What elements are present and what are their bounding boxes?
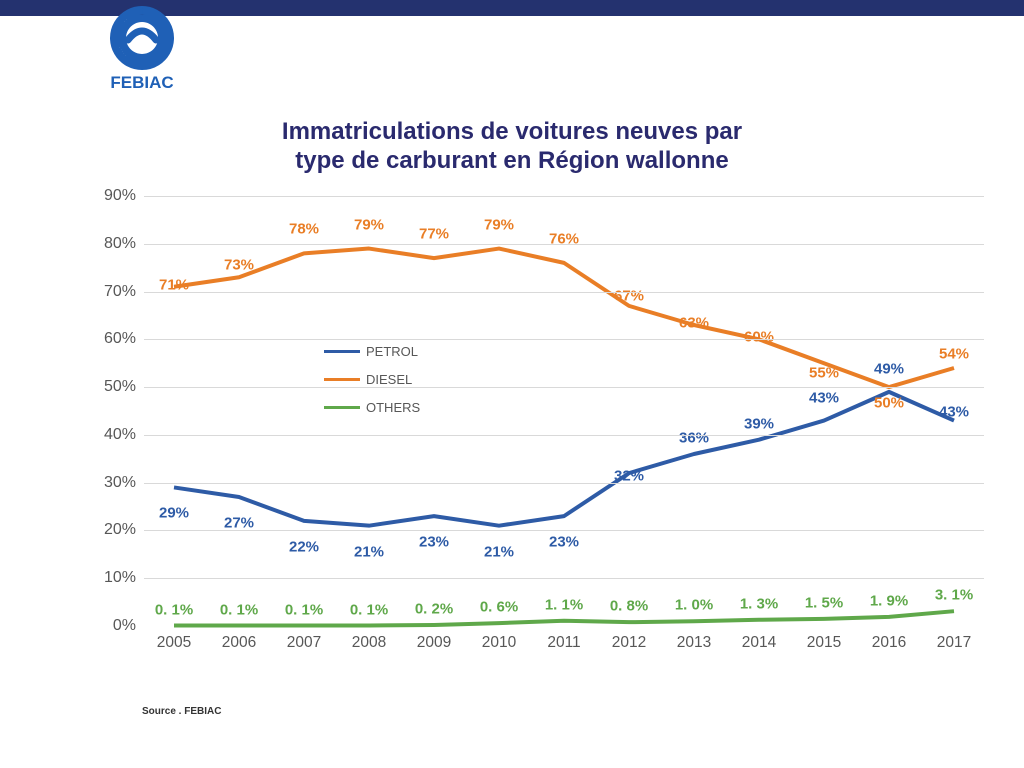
x-tick-label: 2015 bbox=[792, 634, 856, 652]
logo-text: FEBIAC bbox=[110, 73, 173, 92]
data-label: 78% bbox=[289, 221, 319, 238]
data-label: 54% bbox=[939, 346, 969, 363]
data-label: 67% bbox=[614, 287, 644, 304]
x-tick-label: 2013 bbox=[662, 634, 726, 652]
data-label: 0. 1% bbox=[350, 601, 388, 618]
data-label: 0. 1% bbox=[155, 601, 193, 618]
x-tick-label: 2010 bbox=[467, 634, 531, 652]
plot-area: PETROL DIESEL OTHERS 29% 27% 22% 21% 23% 21% 23%… bbox=[144, 196, 984, 626]
gridline bbox=[144, 196, 984, 197]
legend-swatch bbox=[324, 378, 360, 381]
data-label: 55% bbox=[809, 365, 839, 382]
data-label: 43% bbox=[939, 403, 969, 420]
page-title: Immatriculations de voitures neuves par … bbox=[0, 118, 1024, 176]
x-tick-label: 2011 bbox=[532, 634, 596, 652]
data-label: 49% bbox=[874, 360, 904, 377]
data-label: 79% bbox=[484, 216, 514, 233]
data-label: 1. 0% bbox=[675, 597, 713, 614]
data-label: 29% bbox=[159, 505, 189, 522]
data-label: 3. 1% bbox=[935, 587, 973, 604]
gridline bbox=[144, 530, 984, 531]
gridline bbox=[144, 339, 984, 340]
y-tick-label: 20% bbox=[80, 521, 136, 539]
data-label: 27% bbox=[224, 515, 254, 532]
line-chart: PETROL DIESEL OTHERS 29% 27% 22% 21% 23% 21% 23%… bbox=[80, 196, 1000, 656]
legend-swatch bbox=[324, 406, 360, 409]
legend-swatch bbox=[324, 350, 360, 353]
title-line-1: Immatriculations de voitures neuves par bbox=[282, 118, 742, 145]
data-label: 22% bbox=[289, 538, 319, 555]
x-tick-label: 2007 bbox=[272, 634, 336, 652]
x-tick-label: 2016 bbox=[857, 634, 921, 652]
data-label: 21% bbox=[484, 543, 514, 560]
x-tick-label: 2012 bbox=[597, 634, 661, 652]
legend-item-diesel: DIESEL bbox=[324, 372, 412, 387]
y-tick-label: 40% bbox=[80, 426, 136, 444]
source-text: Source . FEBIAC bbox=[142, 706, 221, 717]
data-label: 0. 2% bbox=[415, 601, 453, 618]
data-label: 63% bbox=[679, 315, 709, 332]
data-label: 21% bbox=[354, 543, 384, 560]
data-label: 36% bbox=[679, 430, 709, 447]
y-tick-label: 60% bbox=[80, 330, 136, 348]
y-tick-label: 30% bbox=[80, 474, 136, 492]
data-label: 79% bbox=[354, 216, 384, 233]
data-label: 60% bbox=[744, 329, 774, 346]
y-tick-label: 10% bbox=[80, 569, 136, 587]
title-line-2: type de carburant en Région wallonne bbox=[295, 147, 728, 174]
data-label: 1. 1% bbox=[545, 596, 583, 613]
data-label: 1. 5% bbox=[805, 594, 843, 611]
gridline bbox=[144, 244, 984, 245]
legend-item-petrol: PETROL bbox=[324, 344, 418, 359]
y-tick-label: 80% bbox=[80, 235, 136, 253]
data-label: 0. 1% bbox=[285, 601, 323, 618]
data-label: 1. 3% bbox=[740, 595, 778, 612]
series-line-petrol bbox=[174, 392, 954, 526]
data-label: 23% bbox=[419, 534, 449, 551]
legend-label: OTHERS bbox=[366, 400, 420, 415]
page: FEBIAC Immatriculations de voitures neuv… bbox=[0, 0, 1024, 768]
legend-label: PETROL bbox=[366, 344, 418, 359]
data-label: 23% bbox=[549, 534, 579, 551]
y-tick-label: 0% bbox=[80, 617, 136, 635]
data-label: 0. 8% bbox=[610, 598, 648, 615]
data-label: 76% bbox=[549, 230, 579, 247]
data-label: 0. 1% bbox=[220, 601, 258, 618]
data-label: 73% bbox=[224, 257, 254, 274]
gridline bbox=[144, 292, 984, 293]
chart-svg bbox=[144, 196, 984, 626]
x-tick-label: 2006 bbox=[207, 634, 271, 652]
febiac-logo: FEBIAC bbox=[106, 6, 178, 94]
gridline bbox=[144, 435, 984, 436]
legend-label: DIESEL bbox=[366, 372, 412, 387]
gridline bbox=[144, 483, 984, 484]
y-tick-label: 90% bbox=[80, 187, 136, 205]
x-tick-label: 2009 bbox=[402, 634, 466, 652]
x-tick-label: 2005 bbox=[142, 634, 206, 652]
gridline bbox=[144, 578, 984, 579]
gridline bbox=[144, 387, 984, 388]
y-tick-label: 70% bbox=[80, 283, 136, 301]
data-label: 1. 9% bbox=[870, 592, 908, 609]
data-label: 77% bbox=[419, 226, 449, 243]
x-tick-label: 2008 bbox=[337, 634, 401, 652]
data-label: 43% bbox=[809, 389, 839, 406]
x-tick-label: 2017 bbox=[922, 634, 986, 652]
y-tick-label: 50% bbox=[80, 378, 136, 396]
data-label: 39% bbox=[744, 415, 774, 432]
data-label: 0. 6% bbox=[480, 599, 518, 616]
data-label: 50% bbox=[874, 395, 904, 412]
x-tick-label: 2014 bbox=[727, 634, 791, 652]
legend-item-others: OTHERS bbox=[324, 400, 420, 415]
